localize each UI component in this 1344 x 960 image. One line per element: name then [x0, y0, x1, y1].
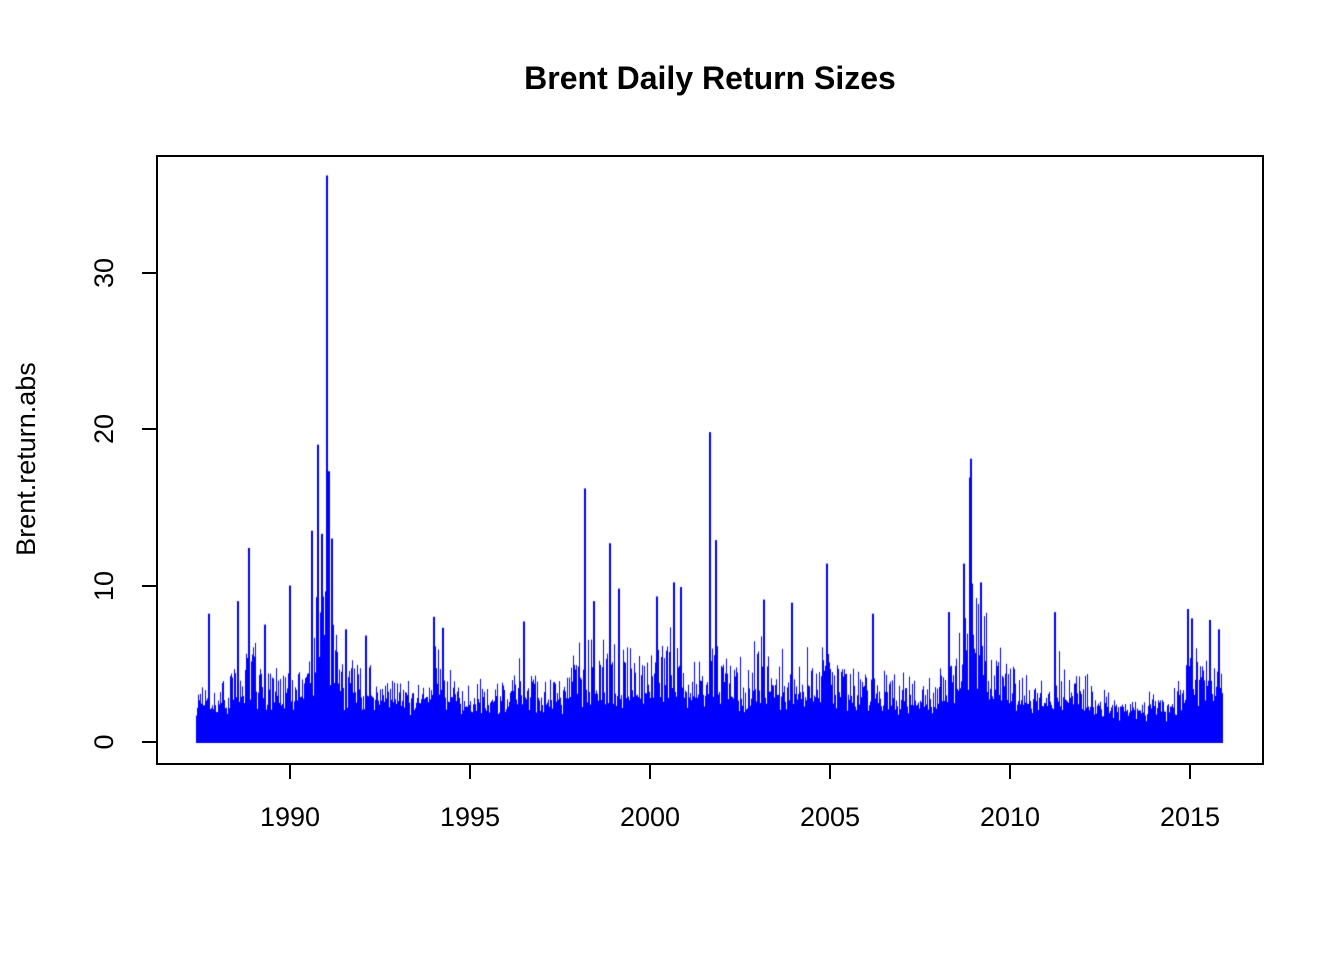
x-axis-tick-label: 2015 — [1159, 802, 1221, 832]
y-axis-tick — [142, 428, 156, 430]
y-axis-tick-label: 10 — [89, 570, 119, 602]
x-axis-tick-label: 1990 — [259, 802, 321, 832]
chart-title: Brent Daily Return Sizes — [524, 60, 896, 96]
y-axis-tick-label: 20 — [89, 413, 119, 445]
y-axis-tick-label: 0 — [89, 734, 119, 750]
x-axis-tick — [829, 765, 831, 779]
series-canvas — [158, 157, 1262, 763]
x-axis-tick — [1189, 765, 1191, 779]
y-axis-tick — [142, 741, 156, 743]
x-axis-tick — [289, 765, 291, 779]
x-axis-tick-label: 2000 — [619, 802, 681, 832]
x-axis-tick-label: 2010 — [979, 802, 1041, 832]
y-axis-tick — [142, 585, 156, 587]
y-axis-title: Brent.return.abs — [11, 362, 41, 556]
x-axis-tick — [649, 765, 651, 779]
x-axis-tick-label: 2005 — [799, 802, 861, 832]
y-axis-tick-label: 30 — [89, 257, 119, 289]
y-axis-tick — [142, 272, 156, 274]
x-axis-tick — [1009, 765, 1011, 779]
x-axis-tick — [469, 765, 471, 779]
x-axis-tick-label: 1995 — [439, 802, 501, 832]
